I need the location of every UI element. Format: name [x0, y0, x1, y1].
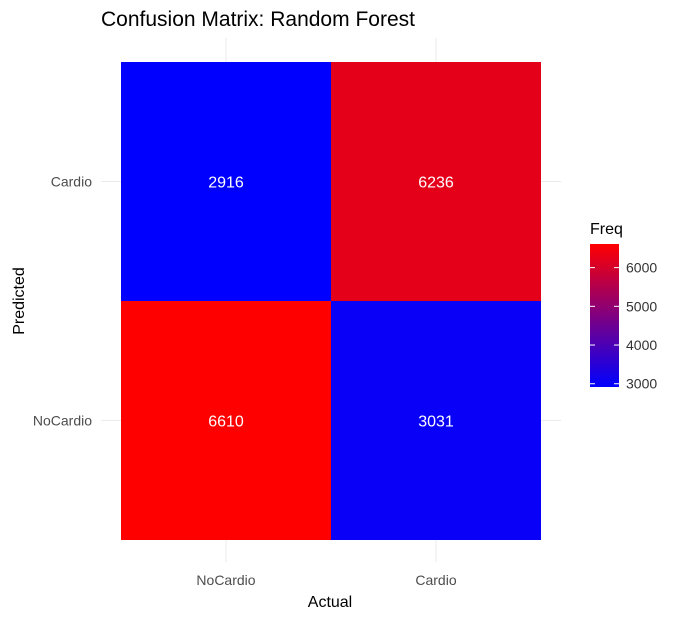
x-tick-label: NoCardio [196, 572, 255, 588]
legend: Freq 3000 4000 5000 6000 [590, 221, 657, 392]
legend-tick-label: 6000 [626, 260, 657, 276]
y-axis-title: Predicted [11, 267, 28, 335]
cell-value-label: 2916 [208, 175, 244, 192]
legend-ticks: 3000 4000 5000 6000 [590, 260, 657, 392]
y-axis-ticks: NoCardio Cardio [33, 174, 92, 429]
legend-tick-label: 5000 [626, 298, 657, 314]
legend-colorbar [590, 244, 619, 387]
heatmap-cell [121, 301, 331, 540]
cell-value-labels: 2916 6236 6610 3031 [208, 175, 454, 431]
cell-value-label: 3031 [418, 414, 454, 431]
cell-value-label: 6236 [418, 175, 454, 192]
legend-title: Freq [590, 221, 623, 238]
heatmap-cell [121, 62, 331, 301]
chart-title: Confusion Matrix: Random Forest [101, 8, 415, 31]
y-tick-label: NoCardio [33, 413, 92, 429]
x-axis-title: Actual [308, 594, 352, 611]
heatmap-cells [121, 62, 541, 540]
x-tick-label: Cardio [415, 572, 456, 588]
y-tick-label: Cardio [51, 174, 92, 190]
heatmap-cell [331, 301, 541, 540]
heatmap-cell [331, 62, 541, 301]
cell-value-label: 6610 [208, 414, 244, 431]
x-axis-ticks: NoCardio Cardio [196, 572, 456, 588]
legend-tick-label: 4000 [626, 337, 657, 353]
legend-tick-label: 3000 [626, 376, 657, 392]
